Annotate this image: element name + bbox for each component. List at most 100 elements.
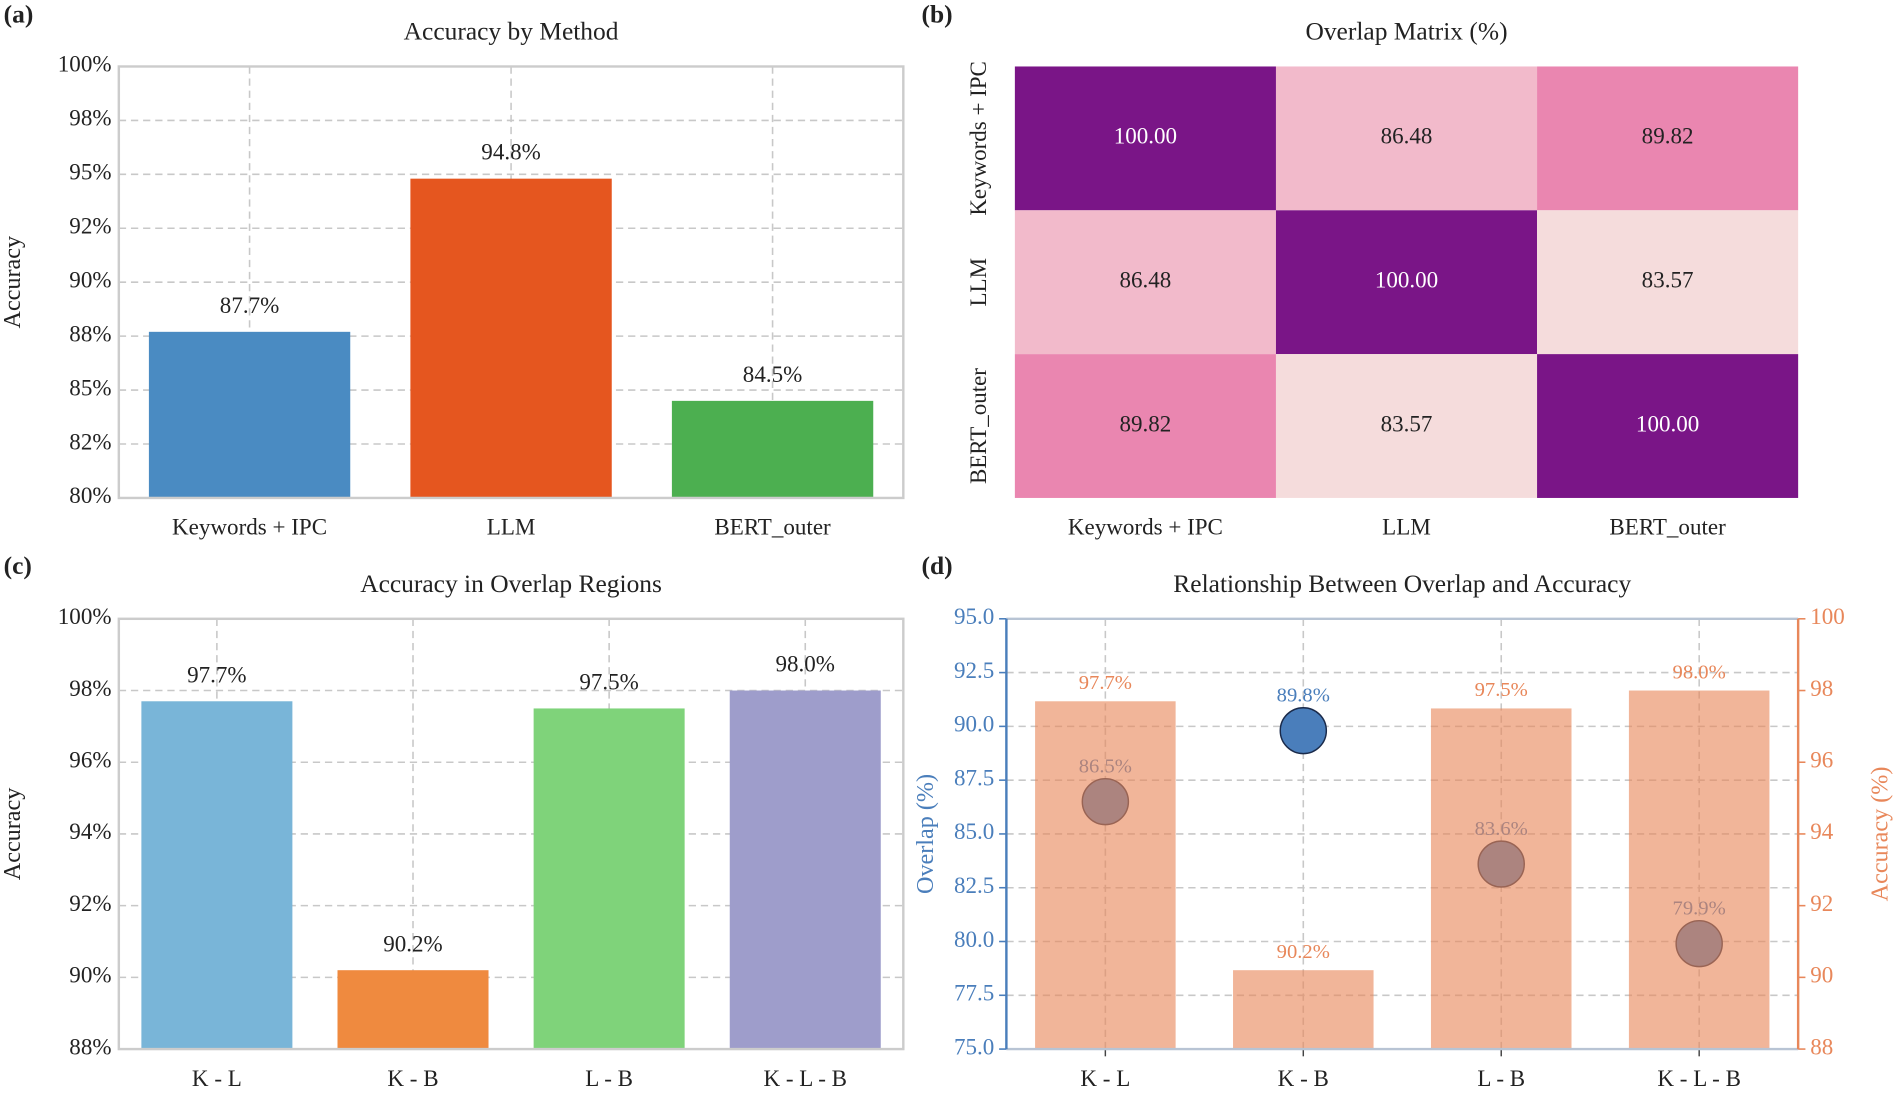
y-tick-label: 94%	[69, 819, 111, 844]
chart-title: Overlap Matrix (%)	[1305, 18, 1507, 46]
y-tick-label: 88%	[69, 321, 111, 346]
bar-value-label: 97.5%	[579, 670, 639, 695]
y2-tick-label: 92	[1810, 891, 1833, 916]
y-tick-label: 100%	[58, 604, 112, 629]
cell-label: 89.82	[1642, 124, 1694, 149]
y-tick-label: 80%	[69, 483, 111, 508]
x-tick-label: L - B	[585, 1066, 633, 1091]
y-tick-label: 82%	[69, 429, 111, 454]
bar-value-label: 97.7%	[1079, 672, 1132, 694]
x-tick-label: Keywords + IPC	[1068, 515, 1223, 540]
bar-value-label: 98.0%	[775, 652, 835, 677]
x-tick-label: LLM	[1382, 515, 1431, 540]
panel-label: (b)	[922, 1, 953, 29]
chart-title: Accuracy by Method	[404, 18, 619, 46]
bar	[1628, 690, 1770, 1050]
y-tick-label: 88%	[69, 1034, 111, 1059]
x-tick-label: BERT_outer	[1609, 515, 1726, 540]
y-tick-label: 77.5	[954, 981, 994, 1006]
y-tick-label: 85.0	[954, 819, 994, 844]
y-tick-label: 98%	[69, 106, 111, 131]
bar-value-label: 98.0%	[1673, 661, 1726, 683]
y-tick-label: LLM	[966, 258, 991, 306]
y2-tick-label: 96	[1810, 748, 1833, 773]
heatmap-cell	[1275, 66, 1538, 211]
bar-value-label: 97.7%	[187, 662, 247, 687]
y-tick-label: 87.5	[954, 765, 994, 790]
bar	[337, 970, 489, 1050]
x-tick-label: K - L - B	[1657, 1066, 1741, 1091]
x-tick-label: LLM	[487, 515, 536, 540]
y-tick-label: BERT_outer	[966, 368, 991, 484]
axis-label: Accuracy	[0, 236, 26, 329]
y-tick-label: 82.5	[954, 873, 994, 898]
axis-label: Accuracy (%)	[1866, 767, 1893, 902]
point-value-label: 89.8%	[1277, 685, 1330, 707]
heatmap-cell	[1275, 210, 1538, 355]
y2-tick-label: 94	[1810, 819, 1834, 844]
y-tick-label: 92%	[69, 214, 111, 239]
bar	[1233, 970, 1374, 1050]
y2-tick-label: 100	[1810, 604, 1845, 629]
plot-frame	[117, 617, 905, 1051]
y-tick-label: 92.5	[954, 658, 994, 683]
panel-label: (a)	[4, 1, 34, 29]
heatmap-cell	[1537, 354, 1799, 498]
y-tick-label: 100%	[58, 52, 112, 77]
axis-label: Overlap (%)	[912, 774, 939, 894]
y-tick-label: 75.0	[954, 1034, 994, 1059]
bar	[671, 400, 874, 498]
y-tick-label: 95.0	[954, 604, 994, 629]
scatter-point	[1279, 706, 1328, 755]
cell-label: 83.57	[1381, 411, 1433, 436]
cell-label: 86.48	[1381, 124, 1433, 149]
panel-label: (d)	[922, 552, 953, 580]
heatmap-cell	[1537, 66, 1799, 211]
x-tick-label: K - L - B	[763, 1066, 847, 1091]
bar	[729, 690, 881, 1050]
cell-label: 100.00	[1636, 411, 1699, 436]
x-tick-label: L - B	[1477, 1066, 1525, 1091]
bar	[141, 701, 293, 1050]
x-tick-label: BERT_outer	[714, 515, 831, 540]
y-tick-label: 96%	[69, 748, 111, 773]
y-tick-label: 98%	[69, 676, 111, 701]
heatmap-cell	[1014, 66, 1276, 211]
bar	[410, 178, 612, 498]
bar-value-label: 90.2%	[383, 931, 443, 956]
axis-label: Accuracy	[0, 788, 26, 881]
cell-label: 86.48	[1119, 268, 1171, 293]
y-tick-label: 90%	[69, 268, 111, 293]
bar-value-label: 90.2%	[1277, 941, 1330, 963]
chart-title: Relationship Between Overlap and Accurac…	[1173, 570, 1631, 598]
bar-value-label: 87.7%	[220, 293, 280, 318]
heatmap-cell	[1537, 210, 1799, 355]
x-tick-label: K - L	[1080, 1066, 1130, 1091]
plot-frame	[117, 65, 905, 500]
x-tick-label: K - B	[387, 1066, 438, 1091]
x-tick-label: Keywords + IPC	[172, 515, 327, 540]
y-tick-label: 90%	[69, 963, 111, 988]
y-tick-label: 90.0	[954, 712, 994, 737]
y-tick-label: 95%	[69, 160, 111, 185]
y-tick-label: 92%	[69, 891, 111, 916]
bar	[1430, 708, 1572, 1050]
bar	[1035, 701, 1176, 1050]
bar-value-label: 84.5%	[743, 362, 803, 387]
y2-tick-label: 90	[1810, 963, 1833, 988]
cell-label: 100.00	[1375, 268, 1438, 293]
y-tick-label: 80.0	[954, 927, 994, 952]
bar	[148, 331, 351, 498]
heatmap-cell	[1275, 354, 1538, 498]
bar	[533, 708, 685, 1050]
y2-tick-label: 88	[1810, 1034, 1833, 1059]
x-tick-label: K - B	[1278, 1066, 1329, 1091]
y-tick-label: 85%	[69, 375, 111, 400]
panel-label: (c)	[4, 552, 32, 580]
heatmap-cell	[1014, 354, 1276, 498]
chart-title: Accuracy in Overlap Regions	[360, 570, 662, 598]
bar-value-label: 94.8%	[481, 140, 541, 165]
cell-label: 89.82	[1119, 411, 1171, 436]
y-tick-label: Keywords + IPC	[966, 61, 991, 216]
